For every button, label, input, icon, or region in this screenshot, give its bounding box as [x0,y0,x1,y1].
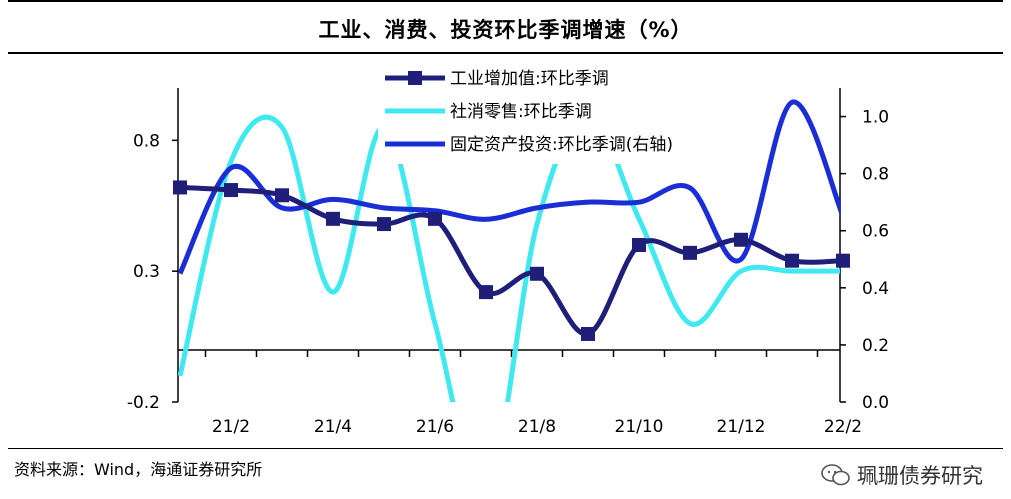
right-axis-ticks: 0.0 0.2 0.4 0.6 0.8 1.0 [840,108,889,413]
x-tick-label: 21/10 [615,417,664,437]
series-point [632,238,646,252]
x-tick-label: 21/12 [717,417,766,437]
series-point [173,180,187,195]
series-point [581,326,595,341]
x-tick-label: 21/6 [416,417,454,437]
series-point [530,266,544,281]
x-tick-label: 21/2 [212,417,250,437]
series-line-1 [179,184,840,337]
series-point [377,217,391,232]
series-point [224,183,238,198]
left-tick-label: 0.8 [133,131,160,151]
left-tick-label: 0.3 [133,262,160,282]
series-line-2 [178,111,840,402]
left-axis-ticks: -0.2 0.3 0.8 [127,131,178,413]
watermark: 珮珊债券研究 [821,460,983,490]
x-tick-label: 21/8 [518,417,556,437]
right-tick-label: 0.8 [862,165,889,185]
right-tick-label: 0.6 [862,222,889,242]
wechat-icon [821,464,850,486]
legend-label: 工业增加值:环比季调 [450,69,609,89]
source-note: 资料来源：Wind，海通证券研究所 [14,460,263,479]
chart-title: 工业、消费、投资环比季调增速（%） [318,18,693,42]
series-point [734,232,748,247]
title-rule [8,52,1003,54]
bottom-rule [8,448,1003,449]
x-axis-ticks: 21/2 21/4 21/6 21/8 21/10 21/12 22/2 [204,350,862,437]
series-layer [173,99,850,402]
series-point [836,253,850,268]
legend-label: 社消零售:环比季调 [450,102,592,122]
right-tick-label: 0.2 [862,336,889,356]
legend-marker [408,71,422,85]
series-point [326,211,340,226]
right-tick-label: 1.0 [862,108,889,128]
x-tick-label: 22/2 [824,417,862,437]
series-point [479,285,493,300]
top-rule [8,0,1003,2]
left-tick-label: -0.2 [127,393,160,413]
series-point [428,211,442,226]
right-tick-label: 0.0 [862,393,889,413]
series-point [785,253,799,268]
watermark-text: 珮珊债券研究 [857,464,983,488]
series-line-3 [178,99,840,275]
x-tick-label: 21/4 [314,417,352,437]
legend-label: 固定资产投资:环比季调(右轴) [450,135,673,155]
right-tick-label: 0.4 [862,279,889,299]
series-point [275,188,289,203]
series-point [683,245,697,260]
